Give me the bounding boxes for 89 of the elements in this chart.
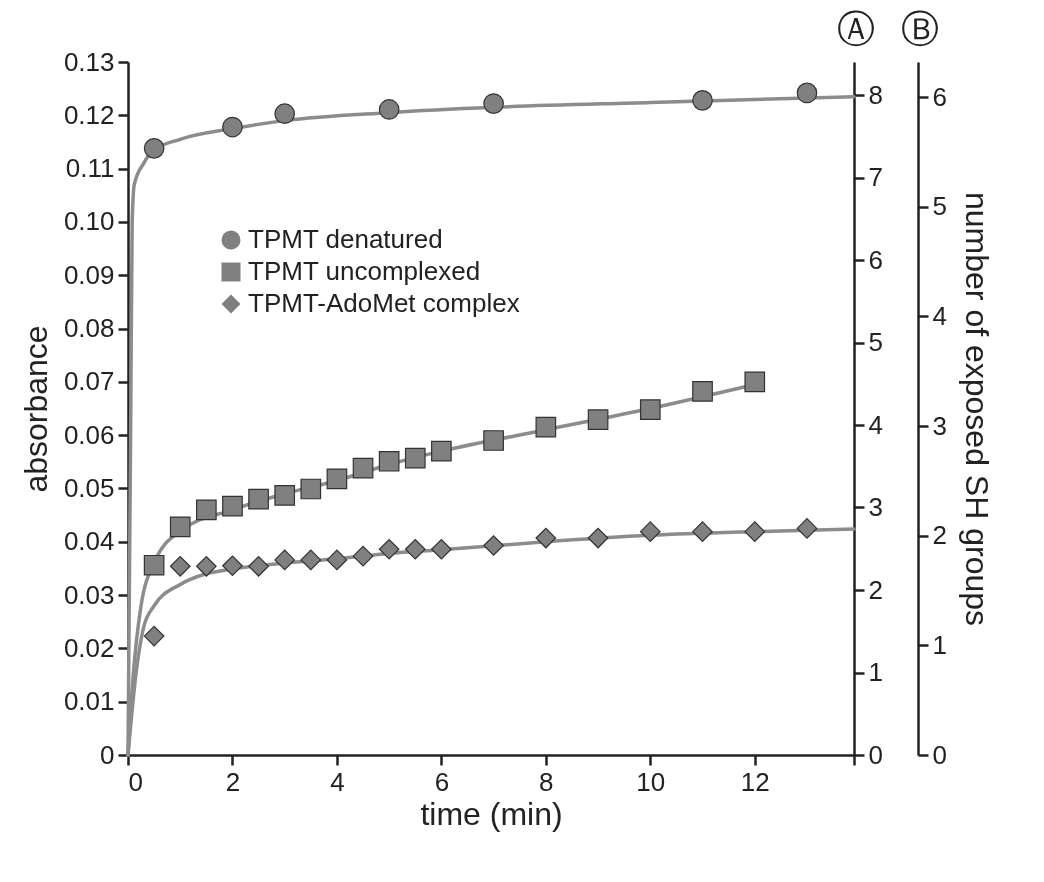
x-tick-label: 12	[740, 766, 770, 797]
x-tick-label: 10	[636, 766, 666, 797]
point	[431, 440, 452, 462]
point	[326, 549, 348, 571]
point	[196, 555, 217, 577]
point	[796, 518, 818, 539]
y3-tick-label: 4	[932, 300, 947, 331]
y-tick-label: 0.10	[63, 206, 115, 237]
point	[222, 495, 243, 517]
y2-tick-label: 2	[868, 574, 883, 605]
y-tick-label: 0.07	[63, 366, 115, 397]
y-tick-label: 0.03	[63, 579, 115, 610]
point	[587, 527, 609, 549]
x-axis-title: time (min)	[420, 795, 563, 832]
point	[639, 399, 661, 420]
point	[483, 93, 504, 114]
point	[222, 116, 243, 138]
point	[692, 521, 713, 542]
x-tick-label: 0	[128, 766, 143, 797]
point	[404, 447, 426, 469]
point	[692, 90, 713, 111]
legend-label: TPMT denatured	[248, 224, 443, 254]
y-tick-label: 0.02	[63, 632, 115, 663]
y-tick-label: 0.06	[63, 419, 115, 450]
x-tick-label: 8	[539, 766, 554, 797]
point	[431, 538, 452, 560]
y2-tick-label: 7	[868, 162, 883, 192]
point	[300, 478, 322, 500]
y3-axis-title: number of exposed SH groups	[958, 191, 995, 627]
point	[196, 499, 217, 521]
point	[378, 450, 400, 472]
point	[352, 457, 374, 479]
point	[535, 416, 557, 438]
text: Ⓑ	[901, 7, 939, 51]
point	[378, 538, 400, 560]
point	[535, 527, 557, 549]
point	[352, 545, 374, 567]
y-tick-label: 0.13	[63, 46, 115, 77]
point	[274, 549, 296, 571]
point	[692, 381, 713, 402]
x-tick-label: 2	[225, 766, 241, 797]
y-tick-label: 0.09	[63, 259, 115, 290]
y-axis-title: absorbance	[17, 325, 54, 493]
point	[744, 371, 766, 393]
x-tick-label: 6	[434, 766, 450, 797]
y-tick-label: 0.12	[63, 99, 115, 130]
point	[274, 485, 296, 506]
point	[222, 555, 243, 577]
y2-tick-label: 3	[868, 492, 883, 522]
y-tick-label: 0.11	[65, 153, 115, 184]
y3-tick-label: 5	[932, 191, 947, 222]
y-tick-label: 0.04	[63, 526, 115, 557]
point	[169, 555, 191, 577]
legend-label: TPMT uncomplexed	[248, 256, 481, 286]
point	[300, 549, 322, 571]
point	[404, 538, 426, 560]
y-tick-label: 0.05	[63, 472, 115, 503]
point	[378, 99, 400, 120]
y2-tick-label: 4	[868, 409, 883, 440]
y3-tick-label: 0	[932, 739, 947, 770]
point	[248, 488, 269, 510]
x-tick-label: 4	[330, 766, 345, 797]
legend-label: TPMT-AdoMet complex	[248, 288, 520, 318]
y2-tick-label: 8	[868, 79, 883, 110]
point	[143, 625, 165, 647]
y3-tick-label: 6	[932, 81, 947, 112]
y2-tick-label: 1	[868, 657, 883, 687]
point	[744, 521, 766, 542]
y3-tick-label: 2	[932, 520, 947, 551]
y2-tick-label: 6	[868, 244, 883, 275]
point	[483, 430, 504, 451]
point	[587, 409, 609, 431]
point	[326, 468, 348, 490]
y2-tick-label: 5	[868, 327, 883, 357]
y3-tick-label: 3	[932, 410, 947, 441]
y2-tick-label: 0	[868, 739, 883, 770]
point	[143, 138, 165, 159]
y-tick-label: 0	[100, 739, 115, 770]
y-tick-label: 0.01	[63, 686, 115, 717]
point	[796, 82, 818, 104]
point	[483, 535, 504, 556]
point	[248, 555, 269, 577]
point	[143, 554, 165, 576]
point	[169, 516, 191, 538]
y-tick-label: 0.08	[63, 313, 115, 344]
y3-tick-label: 1	[932, 629, 947, 660]
point	[274, 103, 296, 125]
text: Ⓐ	[837, 7, 875, 51]
point	[639, 521, 661, 542]
